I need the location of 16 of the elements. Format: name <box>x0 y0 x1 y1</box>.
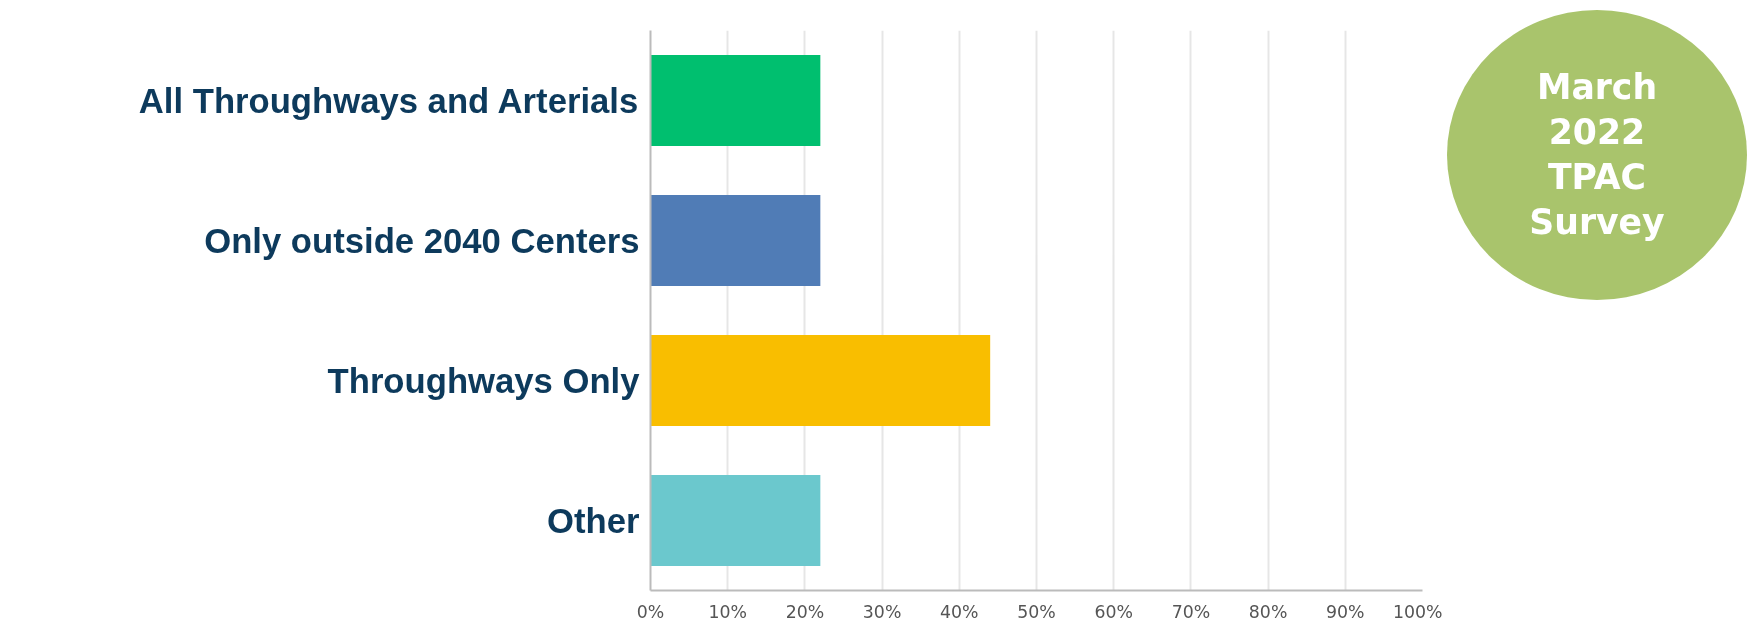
x-tick-label: 30% <box>862 601 902 622</box>
x-tick-label: 50% <box>1017 601 1056 622</box>
x-tick-label: 40% <box>940 601 979 622</box>
x-tick-label: 90% <box>1326 601 1365 622</box>
text: March 2022 TPAC Survey <box>1529 65 1665 245</box>
x-tick-label: 80% <box>1248 601 1288 622</box>
y-tick-label: Throughways Only <box>327 361 641 400</box>
x-tick-label: 60% <box>1094 601 1133 622</box>
y-tick-label: Other <box>547 501 640 540</box>
x-tick-label: 70% <box>1171 601 1211 622</box>
y-tick-label: All Throughways and Arterials <box>138 81 639 120</box>
y-tick-label: Only outside 2040 Centers <box>204 221 640 260</box>
x-tick-label: 0% <box>636 601 665 622</box>
x-tick-label: 20% <box>785 601 825 622</box>
x-tick-label: 100% <box>1392 601 1443 622</box>
x-tick-label: 10% <box>708 601 747 622</box>
